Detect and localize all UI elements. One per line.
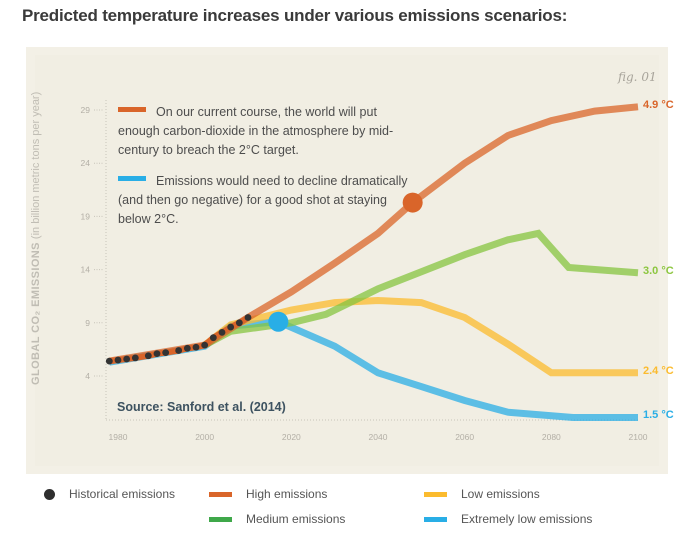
high-emissions-swatch-icon — [209, 491, 232, 497]
historical-data-point — [175, 347, 183, 354]
y-tick-label: 9 — [85, 318, 90, 328]
legend-item-medium: Medium emissions — [209, 512, 345, 526]
historical-data-point — [114, 356, 122, 364]
legend-label: Medium emissions — [246, 512, 346, 526]
historical-data-point — [192, 343, 200, 351]
historical-data-point — [144, 352, 152, 360]
historical-dot-icon — [44, 488, 55, 500]
end-label-high-emissions: 4.9 °C — [643, 98, 674, 111]
source-credit: Source: Sanford et al. (2014) — [117, 400, 286, 414]
historical-data-point — [201, 341, 209, 349]
historical-data-point — [244, 314, 252, 321]
y-tick-label: 14 — [81, 265, 91, 275]
x-tick-label: 2100 — [629, 432, 648, 442]
legend-item-historical: Historical emissions — [44, 487, 175, 501]
y-tick-label: 19 — [81, 211, 91, 221]
end-label-low-emissions: 2.4 °C — [643, 364, 674, 377]
series-line-low-emissions — [202, 296, 638, 377]
annotation-orange-swatch — [118, 107, 146, 113]
historical-underlay-line — [108, 314, 250, 365]
y-axis-title: GLOBAL CO₂ EMISSIONS (in billion metric … — [30, 92, 42, 385]
legend-label: Low emissions — [461, 487, 540, 501]
annotation-high-emissions: On our current course, the world will pu… — [118, 103, 418, 160]
legend-item-high: High emissions — [209, 487, 327, 501]
historical-data-point — [209, 334, 217, 342]
y-axis-title-units: (in billion metric tons per year) — [30, 91, 42, 243]
annotation-text: On our current course, the world will pu… — [118, 105, 394, 157]
historical-data-point — [131, 354, 139, 362]
medium-emissions-swatch-icon — [209, 516, 232, 522]
historical-data-point — [218, 328, 226, 336]
x-tick-label: 2080 — [542, 432, 561, 442]
legend-label: Historical emissions — [69, 487, 176, 501]
annotation-blue-swatch — [118, 176, 146, 182]
end-label-medium-emissions: 3.0 °C — [643, 264, 674, 277]
x-tick-label: 2000 — [195, 432, 214, 442]
historical-data-point — [123, 355, 131, 363]
historical-data-point — [105, 357, 113, 365]
end-label-extremely-low-emissions: 1.5 °C — [643, 409, 674, 422]
y-tick-label: 29 — [81, 105, 91, 115]
x-tick-label: 2060 — [455, 432, 474, 442]
historical-data-point — [162, 349, 170, 356]
y-axis-title-main: GLOBAL CO₂ EMISSIONS — [30, 242, 42, 385]
low-emissions-swatch-icon — [424, 491, 447, 497]
legend-label: High emissions — [246, 487, 328, 501]
legend-item-extremely-low: Extremely low emissions — [424, 512, 592, 526]
figure-label: fig. 01 — [618, 70, 657, 84]
historical-data-point — [183, 344, 191, 352]
annotation-text: Emissions would need to decline dramatic… — [118, 174, 408, 226]
chart-legend: Historical emissions High emissions Low … — [0, 485, 700, 534]
x-tick-label: 2020 — [282, 432, 301, 442]
y-tick-label: 4 — [85, 371, 90, 381]
page-title: Predicted temperature increases under va… — [22, 6, 568, 25]
historical-data-point — [153, 350, 161, 358]
series-marker-extremely-low-emissions — [268, 311, 289, 332]
y-tick-label: 24 — [81, 158, 91, 168]
x-tick-label: 1980 — [109, 432, 128, 442]
historical-data-point — [227, 323, 235, 331]
series-line-medium-emissions — [203, 229, 639, 349]
legend-label: Extremely low emissions — [461, 512, 593, 526]
legend-item-low: Low emissions — [424, 487, 540, 501]
annotation-extremely-low-emissions: Emissions would need to decline dramatic… — [118, 172, 418, 229]
series-marker-high-emissions — [402, 192, 423, 213]
historical-data-point — [235, 319, 243, 327]
x-tick-label: 2040 — [369, 432, 388, 442]
chart-paper-background — [35, 55, 659, 466]
extremely-low-emissions-swatch-icon — [424, 516, 447, 522]
